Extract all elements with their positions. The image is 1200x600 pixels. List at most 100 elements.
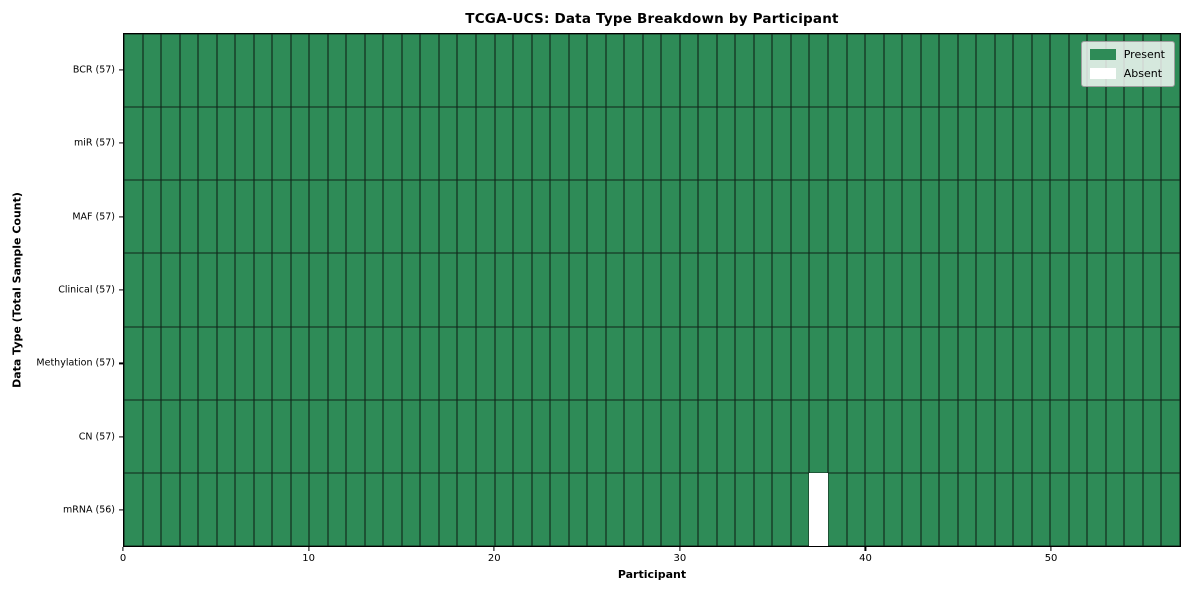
present-cell-Clinical-18 — [457, 253, 476, 327]
present-cell-mRNA-1 — [142, 472, 162, 546]
present-cell-miR-48 — [1013, 107, 1032, 181]
present-cell-mRNA-7 — [253, 472, 273, 546]
present-cell-Clinical-11 — [327, 253, 347, 327]
present-cell-CN-0 — [124, 399, 143, 473]
present-cell-Methylation-38 — [827, 326, 847, 400]
present-cell-CN-52 — [1087, 399, 1106, 473]
present-cell-CN-45 — [957, 399, 977, 473]
present-cell-miR-22 — [531, 107, 551, 181]
present-cell-MAF-41 — [883, 180, 903, 254]
present-cell-mRNA-33 — [735, 472, 754, 546]
present-cell-Methylation-22 — [531, 326, 551, 400]
legend-label-present: Present — [1123, 48, 1165, 61]
present-cell-miR-55 — [1142, 107, 1162, 181]
present-cell-CN-47 — [994, 399, 1014, 473]
present-cell-CN-30 — [679, 399, 699, 473]
plot-area: Present Absent — [123, 33, 1181, 547]
present-cell-Clinical-30 — [679, 253, 699, 327]
present-cell-CN-32 — [716, 399, 736, 473]
x-tick-label-50: 50 — [1044, 553, 1058, 564]
present-cell-MAF-30 — [679, 180, 699, 254]
present-cell-Clinical-13 — [364, 253, 384, 327]
present-cell-mRNA-24 — [568, 472, 588, 546]
present-cell-MAF-2 — [161, 180, 180, 254]
present-cell-miR-11 — [327, 107, 347, 181]
present-cell-miR-47 — [994, 107, 1014, 181]
present-cell-miR-7 — [253, 107, 273, 181]
present-cell-Clinical-8 — [272, 253, 291, 327]
present-cell-Clinical-6 — [235, 253, 254, 327]
present-cell-miR-17 — [438, 107, 458, 181]
present-cell-Methylation-23 — [550, 326, 569, 400]
present-cell-CN-23 — [550, 399, 569, 473]
present-cell-Clinical-47 — [994, 253, 1014, 327]
present-cell-MAF-6 — [235, 180, 254, 254]
present-cell-CN-2 — [161, 399, 180, 473]
present-cell-MAF-17 — [438, 180, 458, 254]
present-cell-MAF-32 — [716, 180, 736, 254]
present-cell-Clinical-39 — [846, 253, 866, 327]
present-cell-CN-13 — [364, 399, 384, 473]
present-cell-miR-9 — [290, 107, 310, 181]
present-cell-Methylation-43 — [920, 326, 940, 400]
present-cell-Clinical-54 — [1124, 253, 1143, 327]
present-cell-Methylation-44 — [939, 326, 958, 400]
present-cell-miR-6 — [235, 107, 254, 181]
present-cell-miR-13 — [364, 107, 384, 181]
present-cell-mRNA-50 — [1050, 472, 1069, 546]
present-cell-BCR-33 — [735, 34, 754, 108]
present-cell-CN-43 — [920, 399, 940, 473]
present-cell-Clinical-9 — [290, 253, 310, 327]
present-cell-Clinical-17 — [438, 253, 458, 327]
y-tick-label-MAF: MAF (57) — [72, 211, 115, 223]
present-cell-miR-35 — [772, 107, 791, 181]
present-cell-miR-38 — [827, 107, 847, 181]
present-cell-MAF-11 — [327, 180, 347, 254]
present-cell-CN-48 — [1013, 399, 1032, 473]
present-cell-Methylation-7 — [253, 326, 273, 400]
present-cell-CN-1 — [142, 399, 162, 473]
present-cell-miR-8 — [272, 107, 291, 181]
present-cell-Clinical-20 — [494, 253, 514, 327]
present-cell-Methylation-3 — [179, 326, 199, 400]
legend-swatch-absent — [1089, 68, 1116, 79]
present-cell-MAF-50 — [1050, 180, 1069, 254]
present-cell-miR-45 — [957, 107, 977, 181]
present-cell-BCR-9 — [290, 34, 310, 108]
present-cell-CN-28 — [642, 399, 662, 473]
present-cell-Methylation-46 — [976, 326, 995, 400]
present-cell-MAF-5 — [216, 180, 236, 254]
present-cell-miR-31 — [698, 107, 717, 181]
present-cell-CN-4 — [198, 399, 217, 473]
present-cell-miR-52 — [1087, 107, 1106, 181]
present-cell-BCR-16 — [420, 34, 439, 108]
present-cell-CN-26 — [605, 399, 625, 473]
present-cell-MAF-16 — [420, 180, 439, 254]
present-cell-BCR-19 — [475, 34, 495, 108]
present-cell-Methylation-18 — [457, 326, 476, 400]
present-cell-mRNA-4 — [198, 472, 217, 546]
present-cell-CN-44 — [939, 399, 958, 473]
legend-item-absent: Absent — [1089, 67, 1165, 80]
present-cell-CN-29 — [661, 399, 680, 473]
present-cell-CN-15 — [401, 399, 421, 473]
present-cell-mRNA-39 — [846, 472, 866, 546]
y-tick-label-Clinical: Clinical (57) — [58, 284, 115, 296]
present-cell-CN-31 — [698, 399, 717, 473]
present-cell-mRNA-31 — [698, 472, 717, 546]
present-cell-miR-20 — [494, 107, 514, 181]
present-cell-mRNA-46 — [976, 472, 995, 546]
present-cell-CN-9 — [290, 399, 310, 473]
present-cell-miR-43 — [920, 107, 940, 181]
present-cell-CN-5 — [216, 399, 236, 473]
present-cell-mRNA-40 — [865, 472, 884, 546]
x-tick-label-10: 10 — [302, 553, 315, 564]
present-cell-BCR-13 — [364, 34, 384, 108]
present-cell-miR-41 — [883, 107, 903, 181]
present-cell-BCR-3 — [179, 34, 199, 108]
present-cell-BCR-32 — [716, 34, 736, 108]
present-cell-Clinical-3 — [179, 253, 199, 327]
present-cell-MAF-56 — [1161, 180, 1180, 254]
present-cell-MAF-38 — [827, 180, 847, 254]
present-cell-CN-36 — [790, 399, 810, 473]
